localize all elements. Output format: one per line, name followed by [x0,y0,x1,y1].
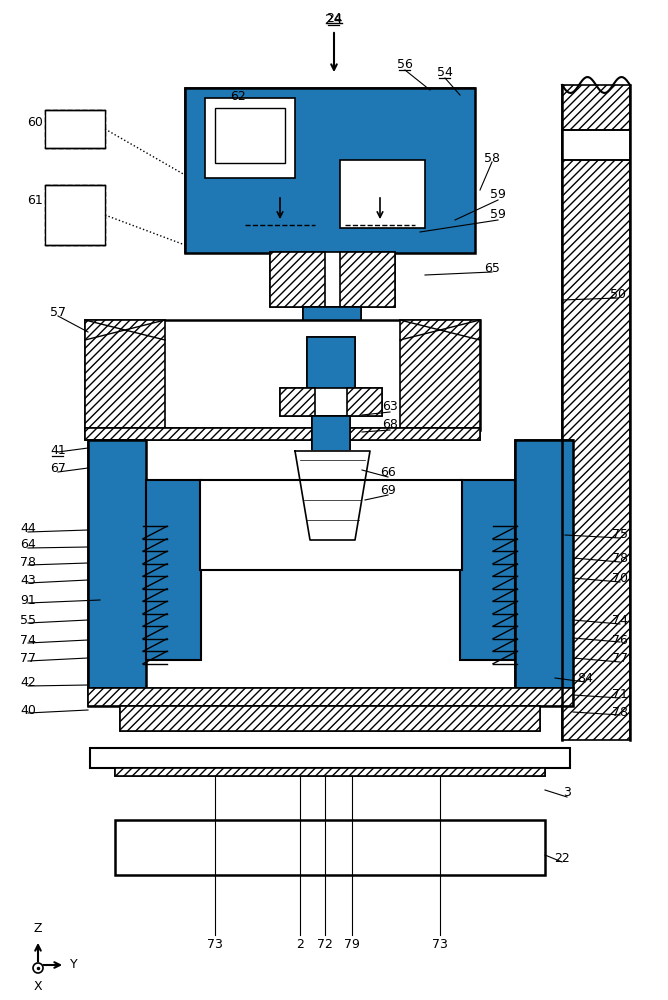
Text: Y: Y [70,958,77,972]
Text: 59: 59 [490,209,506,222]
Text: 55: 55 [20,613,36,626]
Bar [280,388,382,416]
Text: 76: 76 [612,634,628,647]
Text: 60: 60 [27,115,43,128]
Bar [85,428,480,440]
Bar [460,480,515,660]
Text: 74: 74 [20,634,36,647]
Bar [90,748,570,768]
Bar [88,688,573,706]
Bar [347,388,382,416]
Bar [270,252,325,307]
Text: 70: 70 [612,572,628,584]
Bar [146,480,201,660]
Text: 69: 69 [380,485,396,497]
Text: 50: 50 [610,288,626,302]
Bar [45,185,105,245]
Text: 77: 77 [20,652,36,664]
Bar [88,440,146,690]
Text: 68: 68 [382,418,398,432]
Bar [280,388,315,416]
Text: 40: 40 [20,704,36,716]
Bar [115,768,545,776]
Text: 43: 43 [20,574,36,586]
Bar [312,416,350,451]
Text: 71: 71 [612,688,628,702]
Polygon shape [295,451,370,540]
Text: 62: 62 [230,91,246,104]
Text: 42: 42 [20,676,36,690]
Circle shape [33,963,43,973]
Text: 77: 77 [612,652,628,664]
Bar [562,130,630,160]
Text: 79: 79 [344,938,360,952]
Bar [88,440,146,690]
Bar [215,108,285,163]
Bar [200,480,462,570]
Bar [185,88,475,253]
Text: 73: 73 [207,938,223,952]
Bar [312,416,350,451]
Text: 65: 65 [484,261,500,274]
Bar [340,160,425,228]
Text: 78: 78 [20,556,36,568]
Bar [146,480,201,660]
Bar [85,428,480,440]
Bar [115,768,545,776]
Text: 3: 3 [563,786,571,800]
Bar [45,110,105,148]
Text: X: X [33,980,42,993]
Text: 2: 2 [296,938,304,952]
Bar [205,98,295,178]
Text: 44: 44 [20,522,36,534]
Text: 84: 84 [577,672,593,684]
Text: Z: Z [34,922,42,935]
Bar [115,820,545,875]
Text: 73: 73 [432,938,448,952]
Text: 63: 63 [382,400,398,414]
Text: 22: 22 [554,852,570,864]
Text: 61: 61 [27,194,43,207]
Bar [303,307,361,337]
Bar [45,110,105,148]
Text: 66: 66 [380,466,396,480]
Text: 72: 72 [317,938,333,952]
Bar [515,440,573,690]
Text: 41: 41 [50,444,66,456]
Bar [85,320,165,430]
Bar [307,337,355,392]
Text: 24: 24 [325,13,343,27]
Text: 58: 58 [484,151,500,164]
Text: 56: 56 [397,57,413,70]
Bar [307,337,355,392]
Text: 75: 75 [612,528,628,542]
Bar [460,480,515,660]
Bar [85,320,480,430]
Bar [88,688,573,706]
Text: 67: 67 [50,462,66,475]
Bar [515,440,573,690]
Bar [562,85,630,740]
Text: 24: 24 [326,12,342,25]
Text: 78: 78 [612,706,628,718]
Bar [400,320,480,430]
Bar [185,88,475,253]
Text: 91: 91 [20,593,36,606]
Bar [270,252,395,307]
Bar [340,252,395,307]
Text: 78: 78 [612,552,628,564]
Bar [303,307,361,337]
Text: 59: 59 [490,188,506,202]
Text: 57: 57 [50,306,66,318]
Text: 74: 74 [612,613,628,626]
Text: 64: 64 [20,538,36,552]
Bar [45,185,105,245]
Bar [120,706,540,731]
Bar [120,706,540,731]
Text: 54: 54 [437,66,453,79]
